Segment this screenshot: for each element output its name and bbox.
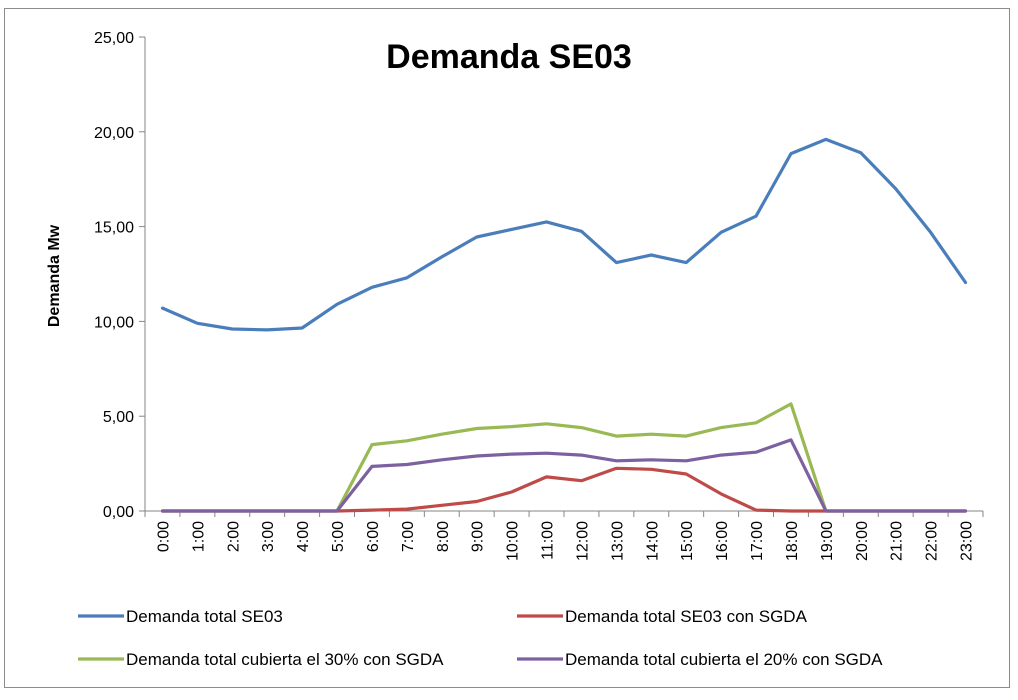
series-line-1: [160, 137, 968, 332]
x-tick-label: 13:00: [609, 521, 626, 561]
x-tick-label: 21:00: [889, 521, 906, 561]
y-tick-label: 25,00: [94, 30, 134, 47]
x-tick-label: 2:00: [225, 521, 242, 552]
series-line-4: [160, 438, 968, 513]
x-tick-label: 5:00: [330, 521, 347, 552]
x-tick-label: 16:00: [714, 521, 731, 561]
x-tick-label: 20:00: [854, 521, 871, 561]
x-tick-label: 19:00: [819, 521, 836, 561]
x-tick-label: 4:00: [295, 521, 312, 552]
legend-item-3: Demanda total cubierta el 30% con SGDA: [78, 650, 444, 669]
axes: 0,00 5,00 10,00 15,00 20,00 25,00 0:00 1:00 2:00…: [94, 30, 984, 561]
x-tick-label: 11:00: [540, 521, 557, 560]
series-line-2: [160, 466, 968, 513]
x-tick-label: 10:00: [505, 521, 522, 561]
chart-frame: [4, 8, 1010, 688]
y-tick-label: 15,00: [94, 220, 134, 237]
x-tick-label: 9:00: [470, 521, 487, 552]
x-tick-label: 3:00: [260, 521, 277, 552]
x-tick-label: 14:00: [644, 521, 661, 561]
legend-label: Demanda total cubierta el 20% con SGDA: [565, 650, 883, 669]
x-tick-label: 12:00: [574, 521, 591, 561]
y-tick-label: 5,00: [103, 409, 134, 426]
x-tick-label: 8:00: [435, 521, 452, 552]
legend-item-1: Demanda total SE03: [78, 607, 283, 626]
x-tick-label: 7:00: [400, 521, 417, 552]
legend-label: Demanda total SE03 con SGDA: [565, 607, 808, 626]
series-layer: [160, 137, 968, 513]
legend-item-2: Demanda total SE03 con SGDA: [517, 607, 808, 626]
x-tick-label: 23:00: [959, 521, 976, 561]
x-tick-label: 1:00: [190, 521, 207, 552]
y-tick-label: 0,00: [103, 504, 134, 521]
x-tick-label: 15:00: [679, 521, 696, 561]
x-tick-label: 6:00: [365, 521, 382, 552]
x-tick-label: 17:00: [749, 521, 766, 561]
x-tick-label: 22:00: [924, 521, 941, 561]
series-line-3: [160, 402, 968, 513]
chart-title: Demanda SE03: [386, 38, 632, 76]
legend: Demanda total SE03 Demanda total SE03 con…: [78, 607, 883, 669]
y-axis-label: Demanda Mw: [46, 224, 63, 327]
x-tick-label: 18:00: [784, 521, 801, 561]
y-tick-label: 20,00: [94, 125, 134, 142]
x-tick-label: 0:00: [155, 521, 172, 552]
y-tick-label: 10,00: [94, 314, 134, 331]
legend-item-4: Demanda total cubierta el 20% con SGDA: [517, 650, 883, 669]
legend-label: Demanda total cubierta el 30% con SGDA: [126, 650, 444, 669]
legend-label: Demanda total SE03: [126, 607, 283, 626]
